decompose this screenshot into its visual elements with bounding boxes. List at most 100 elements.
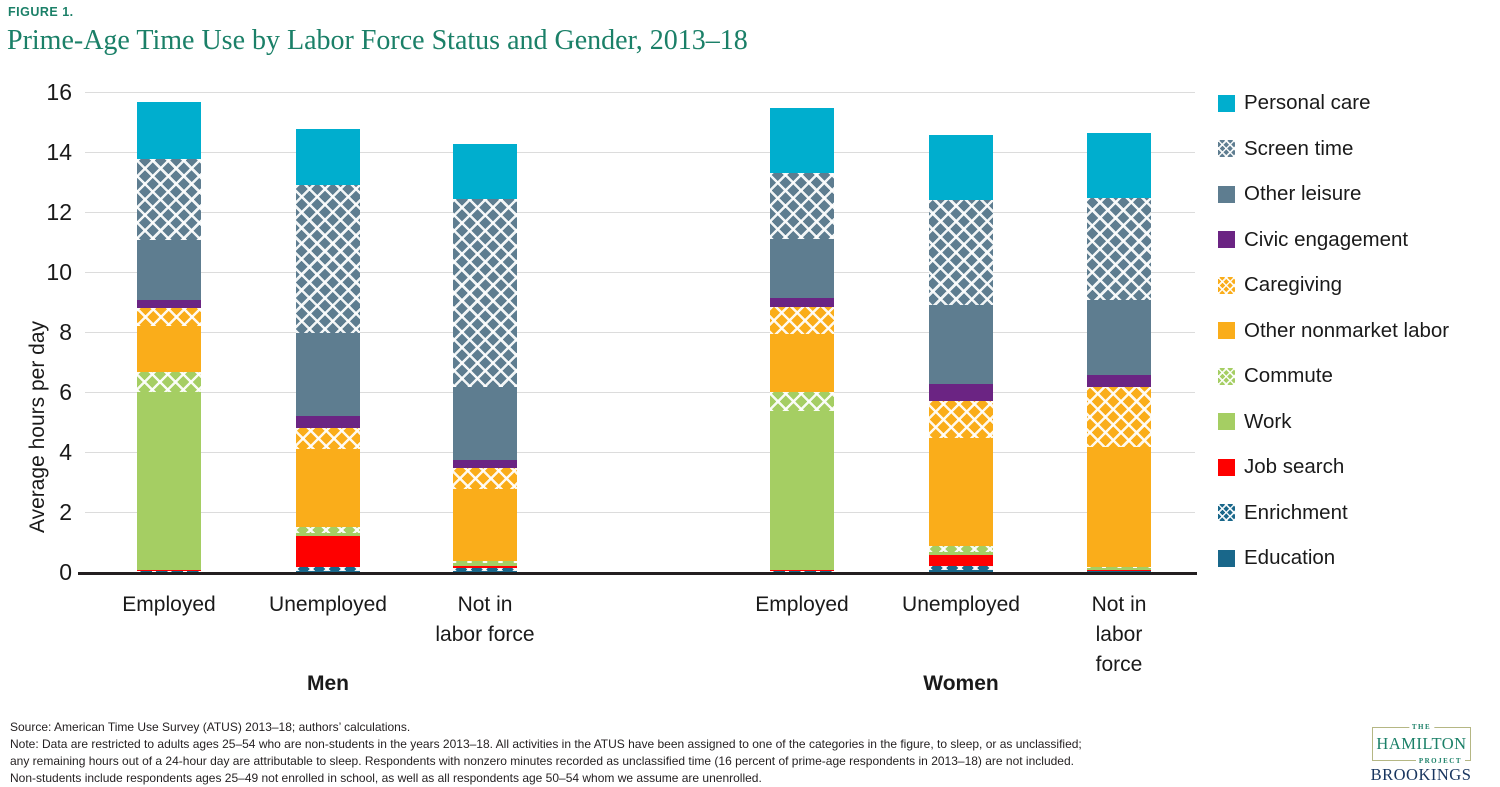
bar-segment-job_search <box>770 570 834 572</box>
legend-label-civic_engagement: Civic engagement <box>1244 227 1409 251</box>
bar-segment-job_search <box>137 570 201 571</box>
bar-women-unemployed <box>929 92 993 572</box>
bar-segment-other_leisure <box>1087 299 1151 375</box>
bar-segment-commute <box>137 372 201 392</box>
legend-swatch-screen_time <box>1218 140 1235 157</box>
bar-segment-caregiving <box>929 400 993 439</box>
legend-swatch-other_leisure <box>1218 185 1235 203</box>
y-tick-label-6: 6 <box>59 379 72 405</box>
bar-men-employed <box>137 92 201 572</box>
bar-segment-education <box>296 570 360 572</box>
y-tick-label-16: 16 <box>46 79 72 105</box>
x-tick-label: Employed <box>755 593 849 616</box>
bar-segment-other_leisure <box>137 240 201 301</box>
bar-segment-personal_care <box>453 143 517 200</box>
y-tick-label-4: 4 <box>59 439 72 465</box>
y-tick-label-0: 0 <box>59 559 72 585</box>
y-tick-label-12: 12 <box>46 199 72 225</box>
legend-item-work: Work <box>1218 409 1498 433</box>
bar-segment-caregiving <box>1087 386 1151 447</box>
bar-segment-civic_engagement <box>453 460 517 468</box>
source-text: Source: American Time Use Survey (ATUS) … <box>10 720 411 734</box>
x-tick-label: Unemployed <box>902 593 1020 616</box>
legend-swatch-caregiving <box>1218 276 1235 294</box>
note-text: Note: Data are restricted to adults ages… <box>10 737 1082 785</box>
bar-segment-civic_engagement <box>929 384 993 401</box>
bar-segment-commute <box>453 560 517 564</box>
bar-segment-screen_time <box>296 184 360 333</box>
legend-item-enrichment: Enrichment <box>1218 500 1498 524</box>
x-tick-label: Employed <box>122 593 216 616</box>
bar-segment-enrichment <box>929 566 993 570</box>
legend-item-caregiving: Caregiving <box>1218 273 1498 296</box>
bar-segment-enrichment <box>137 570 201 572</box>
bar-segment-job_search <box>929 555 993 567</box>
bar-segment-other_leisure <box>770 239 834 298</box>
bar-segment-caregiving <box>453 467 517 489</box>
bar-segment-personal_care <box>1087 133 1151 198</box>
bar-segment-work <box>296 532 360 536</box>
legend-item-screen_time: Screen time <box>1218 137 1498 160</box>
bar-segment-other_nonmarket_labor <box>296 448 360 527</box>
bar-segment-personal_care <box>770 108 834 174</box>
bar-segment-personal_care <box>296 129 360 185</box>
bar-segment-other_nonmarket_labor <box>1087 446 1151 567</box>
gridline-y8 <box>85 332 1195 333</box>
bar-segment-commute <box>770 392 834 412</box>
bar-segment-other_nonmarket_labor <box>770 333 834 393</box>
legend-swatch-personal_care <box>1218 94 1235 112</box>
legend-item-personal_care: Personal care <box>1218 91 1498 114</box>
logo-the-text: THE <box>1408 723 1435 731</box>
bar-segment-civic_engagement <box>137 300 201 308</box>
bar-segment-job_search <box>453 565 517 568</box>
bar-segment-screen_time <box>770 173 834 240</box>
gridline-y6 <box>85 392 1195 393</box>
x-tick-label: Not in labor force <box>1091 593 1147 676</box>
bar-segment-commute <box>929 546 993 552</box>
bar-men-not-in-labor-force <box>453 92 517 572</box>
bar-segment-work <box>137 391 201 571</box>
y-tick-label-8: 8 <box>59 319 72 345</box>
legend-label-enrichment: Enrichment <box>1244 500 1348 524</box>
chart-plot-area: Average hours per day 0 2 4 6 8 10 12 14 16 <box>26 79 1195 585</box>
bar-segment-work <box>770 411 834 571</box>
legend-label-personal_care: Personal care <box>1244 91 1371 114</box>
bar-segment-work <box>929 551 993 556</box>
bar-segment-personal_care <box>137 102 201 160</box>
logo-hamilton-text: HAMILTON <box>1376 734 1467 753</box>
bar-segment-enrichment <box>296 567 360 571</box>
bar-segment-caregiving <box>137 307 201 326</box>
bar-segment-commute <box>1087 566 1151 568</box>
bar-segment-other_leisure <box>929 304 993 385</box>
legend-label-other_leisure: Other leisure <box>1244 182 1362 205</box>
brookings-logo-text: BROOKINGS <box>1370 765 1472 784</box>
bar-segment-job_search <box>1087 569 1151 571</box>
bar-segment-caregiving <box>770 306 834 334</box>
logo-project-text: PROJECT <box>1415 757 1465 765</box>
bar-segment-screen_time <box>929 199 993 305</box>
bar-segment-education <box>929 570 993 572</box>
legend-item-commute: Commute <box>1218 364 1498 387</box>
legend-item-education: Education <box>1218 546 1498 569</box>
legend: Personal care Screen time Other leisure Civ… <box>1218 91 1498 593</box>
x-axis-labels: Employed Unemployed Not in labor force Empl… <box>85 590 1195 700</box>
gridline-y2 <box>85 512 1195 513</box>
bar-segment-education <box>453 570 517 572</box>
bar-segment-other_nonmarket_labor <box>929 438 993 547</box>
legend-swatch-civic_engagement <box>1218 231 1235 248</box>
bar-segment-job_search <box>296 535 360 567</box>
legend-item-other_nonmarket_labor: Other nonmarket labor <box>1218 318 1498 342</box>
hamilton-project-logo: THE HAMILTON PROJECT <box>1372 723 1471 765</box>
y-tick-label-2: 2 <box>59 499 72 525</box>
legend-label-other_nonmarket_labor: Other nonmarket labor <box>1244 318 1450 342</box>
legend-swatch-education <box>1218 549 1235 567</box>
x-axis-line <box>78 571 1197 575</box>
bar-segment-commute <box>296 526 360 533</box>
x-tick-label: Not in labor force <box>435 593 535 646</box>
legend-swatch-commute <box>1218 367 1235 385</box>
gridline-y14 <box>85 152 1195 153</box>
legend-label-work: Work <box>1244 409 1292 433</box>
bar-segment-other_leisure <box>296 333 360 416</box>
bar-segment-work <box>453 563 517 566</box>
figure-label: FIGURE 1. <box>8 5 74 19</box>
